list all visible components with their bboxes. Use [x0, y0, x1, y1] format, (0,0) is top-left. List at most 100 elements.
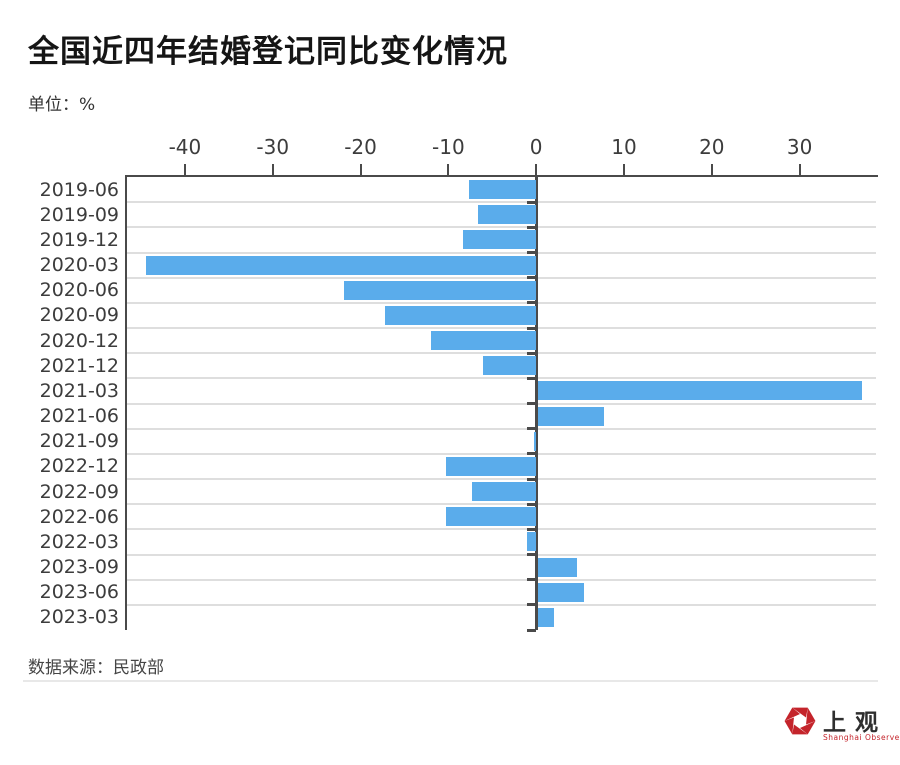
category-label: 2019-06 [39, 178, 119, 201]
row-gridline [127, 201, 876, 204]
row-gridline [127, 452, 876, 455]
aperture-hexagon-icon [784, 707, 816, 735]
row-gridline [127, 301, 876, 304]
category-label: 2023-06 [39, 581, 119, 604]
zero-axis-tick [527, 477, 537, 481]
category-label: 2021-12 [39, 354, 119, 377]
footer-divider [23, 680, 878, 682]
x-tick-label: 30 [786, 135, 813, 159]
zero-axis-tick [527, 628, 537, 632]
category-label: 2020-12 [39, 329, 119, 352]
bar [146, 255, 537, 275]
bar [537, 557, 578, 577]
zero-axis-tick [527, 603, 537, 607]
zero-axis-tick [527, 276, 537, 280]
zero-axis-tick [527, 225, 537, 229]
row-gridline [127, 478, 876, 480]
category-label: 2019-09 [39, 203, 119, 226]
unit-label: 单位：% [28, 95, 96, 115]
bar [537, 406, 604, 426]
bar [385, 305, 537, 325]
zero-axis-tick [527, 376, 537, 380]
bar [533, 431, 537, 451]
row-gridline [127, 251, 876, 254]
row-gridline [127, 603, 876, 606]
x-tick-label: 0 [529, 135, 543, 159]
x-tick-label: -10 [432, 135, 465, 159]
zero-baseline [534, 175, 538, 630]
zero-axis-tick [527, 502, 537, 506]
bar [537, 381, 862, 401]
row-gridline [127, 226, 876, 229]
x-tick-label: 20 [699, 135, 725, 159]
category-label: 2020-06 [39, 279, 119, 302]
bar [469, 180, 537, 200]
shanghai-observer-logo: 上观 Shanghai Observer [783, 700, 900, 748]
bar [463, 230, 537, 250]
bar [445, 507, 537, 527]
page-title: 全国近四年结婚登记同比变化情况 [28, 34, 508, 70]
zero-axis-tick [527, 452, 537, 456]
bar [472, 482, 537, 502]
category-label: 2022-12 [39, 455, 119, 478]
zero-axis-tick [527, 326, 537, 330]
row-gridline [127, 352, 876, 355]
bar [430, 331, 537, 351]
zero-axis-tick [527, 402, 537, 405]
logo-subtitle: Shanghai Observer [823, 733, 900, 742]
x-axis-tick [535, 164, 538, 175]
row-gridline [127, 427, 876, 430]
x-axis-tick [622, 164, 625, 175]
category-label: 2021-09 [39, 430, 119, 453]
x-axis-tick [798, 164, 801, 175]
row-gridline [127, 578, 876, 581]
row-gridline [127, 377, 876, 380]
category-label: 2020-09 [39, 304, 119, 327]
zero-axis-tick [527, 427, 537, 431]
category-label: 2021-03 [39, 379, 119, 402]
x-tick-label: -20 [344, 135, 377, 159]
category-label: 2022-06 [39, 505, 119, 528]
row-gridline [127, 276, 876, 279]
zero-axis-tick [527, 527, 537, 531]
zero-axis-tick [527, 578, 537, 582]
zero-axis-tick [527, 553, 537, 556]
source-note: 数据来源：民政部 [28, 658, 164, 678]
zero-axis-tick [527, 251, 537, 254]
x-axis-tick [710, 164, 713, 175]
row-gridline [127, 327, 876, 329]
logo-name: 上观 [823, 710, 887, 736]
x-tick-label: 10 [611, 135, 637, 159]
y-axis-line [125, 175, 127, 630]
x-axis-tick [359, 164, 362, 175]
x-axis-line [127, 175, 878, 177]
bar [526, 532, 537, 552]
x-axis-tick [447, 164, 450, 175]
row-gridline [127, 528, 876, 531]
x-tick-label: -30 [256, 135, 290, 159]
bar [478, 205, 537, 225]
bar [445, 456, 537, 476]
row-gridline [127, 503, 876, 506]
category-label: 2022-03 [39, 530, 119, 553]
row-gridline [127, 402, 876, 405]
bar [483, 356, 537, 376]
category-label: 2021-06 [39, 405, 119, 428]
row-gridline [127, 553, 876, 556]
category-label: 2023-09 [39, 556, 119, 579]
category-label: 2020-03 [39, 254, 119, 277]
x-axis-tick [183, 164, 186, 175]
bar [343, 280, 537, 300]
zero-axis-tick [527, 351, 537, 355]
category-label: 2019-12 [39, 228, 119, 251]
category-label: 2022-09 [39, 480, 119, 503]
bar [537, 607, 555, 627]
x-axis-tick [271, 164, 274, 175]
bar [537, 582, 585, 602]
zero-axis-tick [527, 301, 537, 305]
x-tick-label: -40 [168, 135, 202, 159]
zero-axis-tick [527, 200, 537, 204]
category-label: 2023-03 [39, 606, 119, 629]
